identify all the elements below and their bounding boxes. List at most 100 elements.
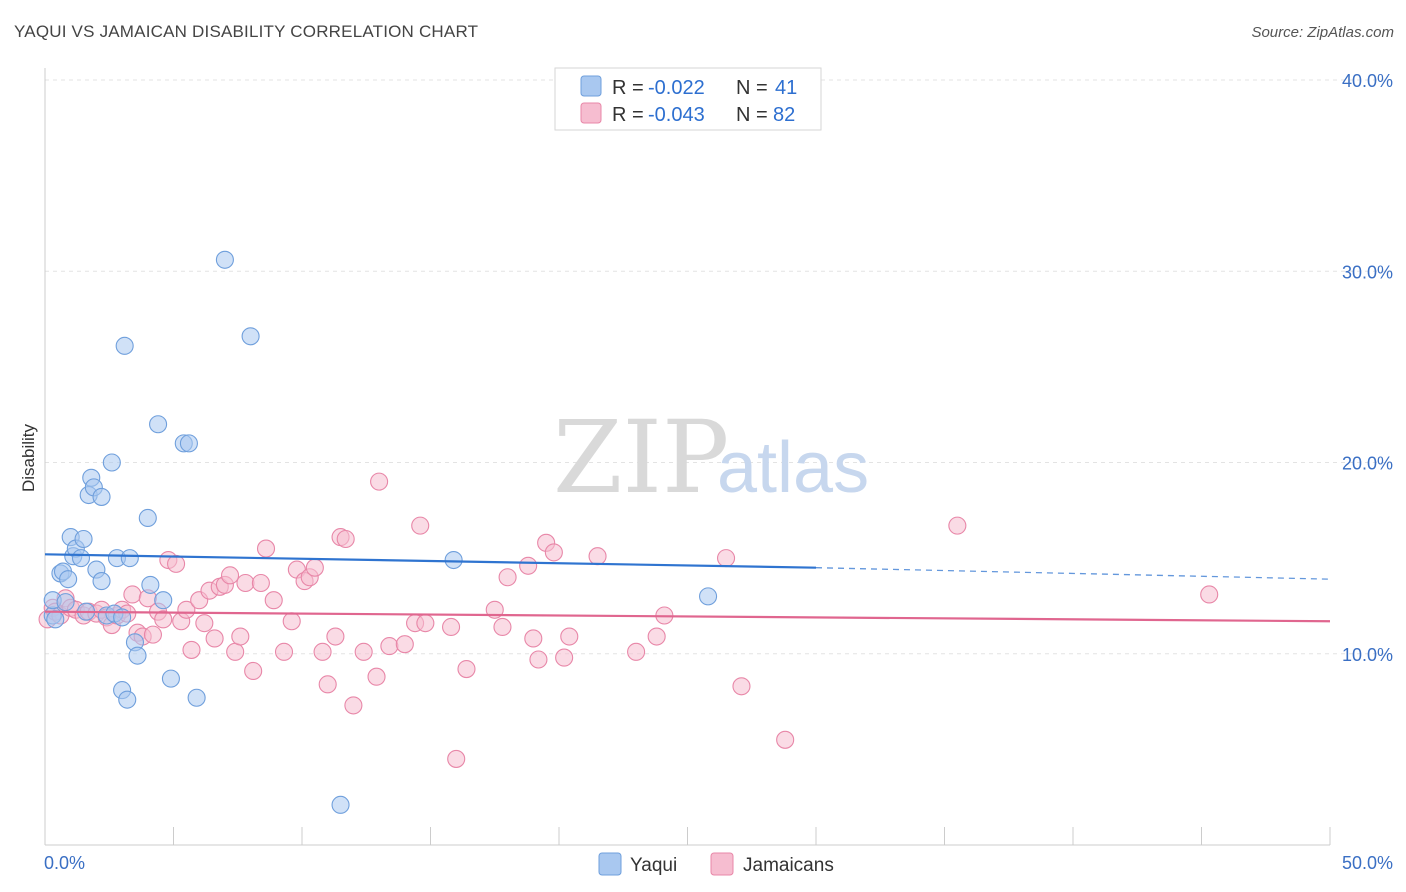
point-jamaicans-34 xyxy=(220,566,240,585)
point-yaqui-27 xyxy=(120,549,139,568)
point-jamaicans-37 xyxy=(236,573,255,593)
point-jamaicans-58 xyxy=(395,635,414,654)
point-yaqui-41 xyxy=(444,550,463,570)
y-tick-label-3: 40.0% xyxy=(1342,71,1393,91)
point-yaqui-34 xyxy=(161,669,180,688)
point-yaqui-36 xyxy=(179,434,198,453)
point-jamaicans-67 xyxy=(498,568,517,587)
point-yaqui-37 xyxy=(187,688,206,707)
point-yaqui-5 xyxy=(56,593,75,612)
point-jamaicans-38 xyxy=(244,661,263,681)
point-yaqui-38 xyxy=(215,250,234,269)
point-jamaicans-35 xyxy=(226,642,245,661)
point-jamaicans-20 xyxy=(143,625,162,644)
point-jamaicans-29 xyxy=(195,614,214,633)
point-yaqui-6 xyxy=(59,570,78,589)
trend-line-jamaicans xyxy=(44,610,1331,623)
point-jamaicans-72 xyxy=(544,543,563,562)
trend-line-extension-yaqui xyxy=(815,567,1331,580)
series-legend: Yaqui Jamaicans xyxy=(598,852,834,876)
point-jamaicans-79 xyxy=(716,549,736,568)
point-jamaicans-80 xyxy=(732,677,751,696)
point-jamaicans-48 xyxy=(313,642,332,661)
point-jamaicans-62 xyxy=(442,617,461,637)
watermark-zip: ZIP xyxy=(553,399,729,516)
point-jamaicans-47 xyxy=(305,558,324,577)
watermark: ZIP atlas xyxy=(553,399,869,516)
point-jamaicans-61 xyxy=(416,614,435,633)
point-yaqui-42 xyxy=(699,587,718,606)
point-jamaicans-66 xyxy=(493,617,512,637)
y-axis-label: Disability xyxy=(19,423,38,492)
x-tick-labels: 0.0% 50.0% xyxy=(44,853,1393,873)
legend-r-value-jamaicans: -0.043 xyxy=(648,104,705,126)
grid-lines xyxy=(45,79,1392,655)
point-yaqui-25 xyxy=(115,336,134,355)
point-jamaicans-31 xyxy=(205,629,224,648)
point-jamaicans-63 xyxy=(447,749,466,768)
point-jamaicans-60 xyxy=(411,516,430,535)
series-legend-swatch-jamaicans xyxy=(710,852,734,876)
point-jamaicans-81 xyxy=(776,730,795,749)
point-yaqui-2 xyxy=(46,610,65,629)
y-tick-label-2: 30.0% xyxy=(1342,262,1393,282)
point-jamaicans-53 xyxy=(344,696,363,715)
point-jamaicans-82 xyxy=(948,516,967,535)
point-jamaicans-69 xyxy=(524,629,543,648)
point-yaqui-33 xyxy=(154,591,173,610)
point-jamaicans-74 xyxy=(560,627,579,646)
point-yaqui-18 xyxy=(92,572,111,591)
point-jamaicans-43 xyxy=(282,612,301,631)
source-credit: Source: ZipAtlas.com xyxy=(1251,24,1394,41)
point-jamaicans-50 xyxy=(326,627,345,646)
y-tick-label-0: 10.0% xyxy=(1342,645,1393,665)
legend-n-label-jamaicans: N = xyxy=(736,104,768,126)
point-jamaicans-77 xyxy=(647,627,666,646)
point-jamaicans-76 xyxy=(627,642,646,661)
point-yaqui-30 xyxy=(138,508,157,528)
series-legend-swatch-yaqui xyxy=(598,852,622,876)
chart-title: YAQUI VS JAMAICAN DISABILITY CORRELATION… xyxy=(14,22,479,41)
point-yaqui-39 xyxy=(241,327,260,346)
point-jamaicans-68 xyxy=(519,556,538,575)
point-jamaicans-64 xyxy=(457,659,476,679)
point-jamaicans-52 xyxy=(336,529,355,549)
stats-legend: R = -0.022 N = 41 R = -0.043 N = 82 xyxy=(554,67,822,131)
y-tick-labels: 10.0% 20.0% 30.0% 40.0% xyxy=(1342,71,1393,665)
y-tick-label-1: 20.0% xyxy=(1342,454,1393,474)
point-jamaicans-54 xyxy=(354,642,373,661)
point-jamaicans-16 xyxy=(123,585,142,604)
watermark-atlas: atlas xyxy=(717,428,869,508)
legend-r-label-jamaicans: R = xyxy=(612,104,644,126)
trend-lines xyxy=(44,553,1331,623)
legend-n-value-yaqui: 41 xyxy=(775,77,797,99)
point-jamaicans-55 xyxy=(367,667,386,686)
point-jamaicans-70 xyxy=(529,650,548,669)
point-yaqui-40 xyxy=(331,795,350,814)
point-jamaicans-39 xyxy=(251,573,270,593)
point-yaqui-20 xyxy=(102,453,121,472)
legend-r-value-yaqui: -0.022 xyxy=(648,77,705,99)
legend-r-label-yaqui: R = xyxy=(612,77,644,99)
series-legend-label-jamaicans: Jamaicans xyxy=(743,855,834,876)
point-jamaicans-27 xyxy=(182,640,201,659)
legend-n-label-yaqui: N = xyxy=(736,77,768,99)
point-jamaicans-73 xyxy=(555,648,574,667)
point-jamaicans-40 xyxy=(256,539,276,558)
series-legend-label-yaqui: Yaqui xyxy=(630,855,677,876)
point-yaqui-29 xyxy=(128,646,147,665)
legend-n-value-jamaicans: 82 xyxy=(773,104,795,126)
point-jamaicans-24 xyxy=(167,554,186,573)
x-tick-label-1: 50.0% xyxy=(1342,853,1393,873)
point-jamaicans-56 xyxy=(370,472,389,491)
point-yaqui-11 xyxy=(74,529,93,549)
legend-swatch-yaqui xyxy=(580,75,602,97)
x-tick-label-0: 0.0% xyxy=(44,853,85,873)
point-yaqui-26 xyxy=(118,690,137,709)
point-jamaicans-41 xyxy=(264,591,283,610)
data-points xyxy=(38,250,1219,814)
axes xyxy=(44,68,1331,846)
legend-swatch-jamaicans xyxy=(580,102,602,124)
point-jamaicans-26 xyxy=(177,600,196,619)
